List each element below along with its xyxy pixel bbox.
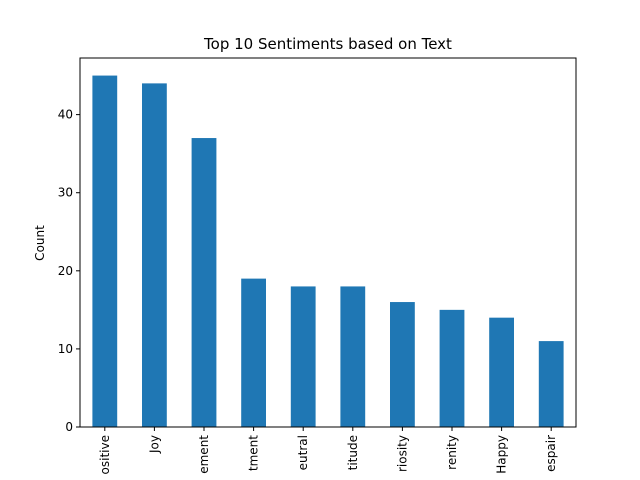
x-tick-label-0: ositive (98, 435, 112, 474)
y-tick-label-4: 40 (58, 108, 73, 122)
x-tick-label-9: espair (544, 435, 558, 472)
x-tick-label-6: riosity (395, 435, 409, 472)
y-axis-ticks: 0 10 20 30 40 (58, 108, 80, 434)
bar-8 (489, 317, 514, 427)
bar-0 (92, 75, 118, 428)
y-tick-label-0: 0 (65, 420, 73, 434)
x-tick-label-8: Happy (495, 435, 509, 474)
y-tick-label-2: 20 (58, 264, 73, 278)
x-axis-ticks: ositive Joy ement tment eutral titude riosity r… (98, 427, 558, 474)
y-axis-label: Count (33, 225, 47, 261)
bar-1 (142, 83, 167, 427)
x-tick-label-2: ement (197, 435, 211, 474)
x-tick-label-4: eutral (296, 435, 310, 470)
bar-4 (290, 286, 316, 427)
bar-9 (538, 341, 564, 427)
y-tick-label-3: 30 (58, 186, 73, 200)
bars (92, 75, 564, 428)
bar-7 (439, 309, 465, 427)
x-tick-label-5: titude (346, 435, 360, 470)
y-tick-label-1: 10 (58, 342, 73, 356)
x-tick-label-3: tment (247, 435, 261, 471)
plot-frame (79, 57, 577, 428)
chart-title: Top 10 Sentiments based on Text (203, 35, 452, 53)
x-tick-label-7: renity (445, 435, 459, 470)
bar-2 (191, 138, 217, 428)
bar-5 (340, 286, 366, 427)
bar-6 (390, 302, 415, 427)
x-tick-label-1: Joy (147, 435, 161, 454)
bar-3 (241, 278, 266, 427)
